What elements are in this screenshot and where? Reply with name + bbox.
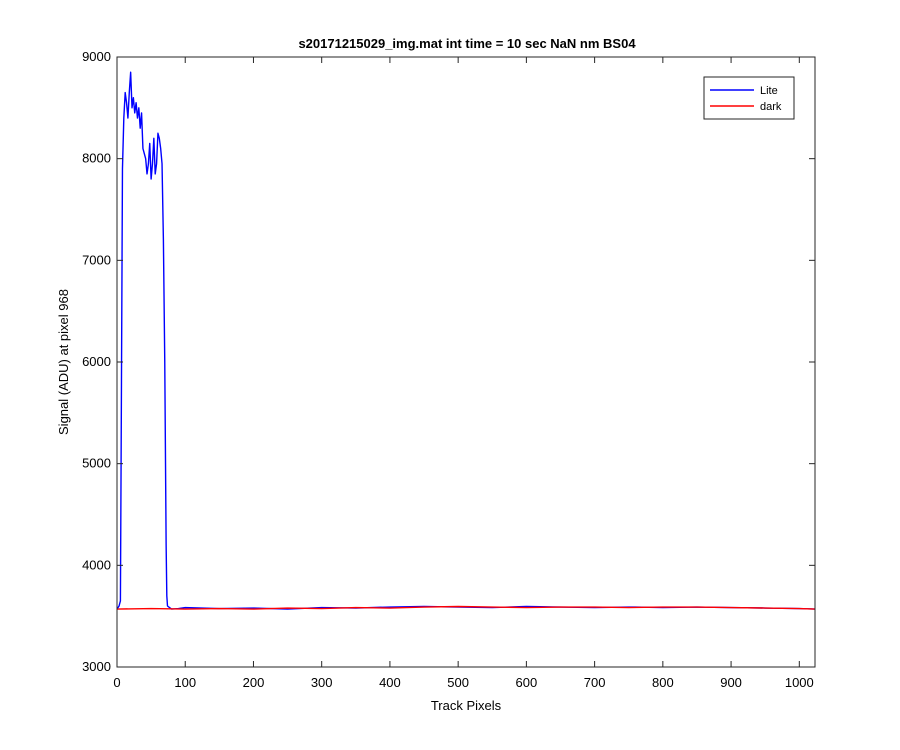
x-tick-label: 700 — [584, 675, 606, 690]
x-tick-label: 800 — [652, 675, 674, 690]
x-tick-label: 900 — [720, 675, 742, 690]
x-tick-label: 500 — [447, 675, 469, 690]
y-tick-label: 5000 — [82, 456, 111, 471]
x-tick-label: 100 — [174, 675, 196, 690]
chart-title: s20171215029_img.mat int time = 10 sec N… — [298, 36, 636, 51]
x-axis-label: Track Pixels — [431, 698, 502, 713]
x-tick-label: 400 — [379, 675, 401, 690]
y-axis-label: Signal (ADU) at pixel 968 — [56, 289, 71, 435]
x-axis: 0 100 200 300 400 500 600 700 800 900 1000 — [113, 57, 814, 690]
y-axis: 3000 4000 5000 6000 7000 8000 9000 — [82, 49, 815, 674]
legend-box — [703, 76, 795, 120]
x-tick-label: 600 — [516, 675, 538, 690]
x-tick-label: 1000 — [785, 675, 814, 690]
y-tick-label: 8000 — [82, 151, 111, 166]
legend-label-lite: Lite — [760, 85, 778, 97]
y-tick-label: 9000 — [82, 49, 111, 64]
series-line-dark — [117, 605, 815, 610]
y-tick-label: 4000 — [82, 557, 111, 572]
x-tick-label: 200 — [243, 675, 265, 690]
y-tick-label: 6000 — [82, 354, 111, 369]
y-tick-label: 3000 — [82, 659, 111, 674]
x-tick-label: 0 — [113, 675, 120, 690]
series-layer — [117, 71, 815, 610]
legend: Lite dark — [703, 76, 795, 120]
legend-label-dark: dark — [760, 101, 782, 113]
y-tick-label: 7000 — [82, 252, 111, 267]
plot-area — [117, 57, 815, 667]
x-tick-label: 300 — [311, 675, 333, 690]
